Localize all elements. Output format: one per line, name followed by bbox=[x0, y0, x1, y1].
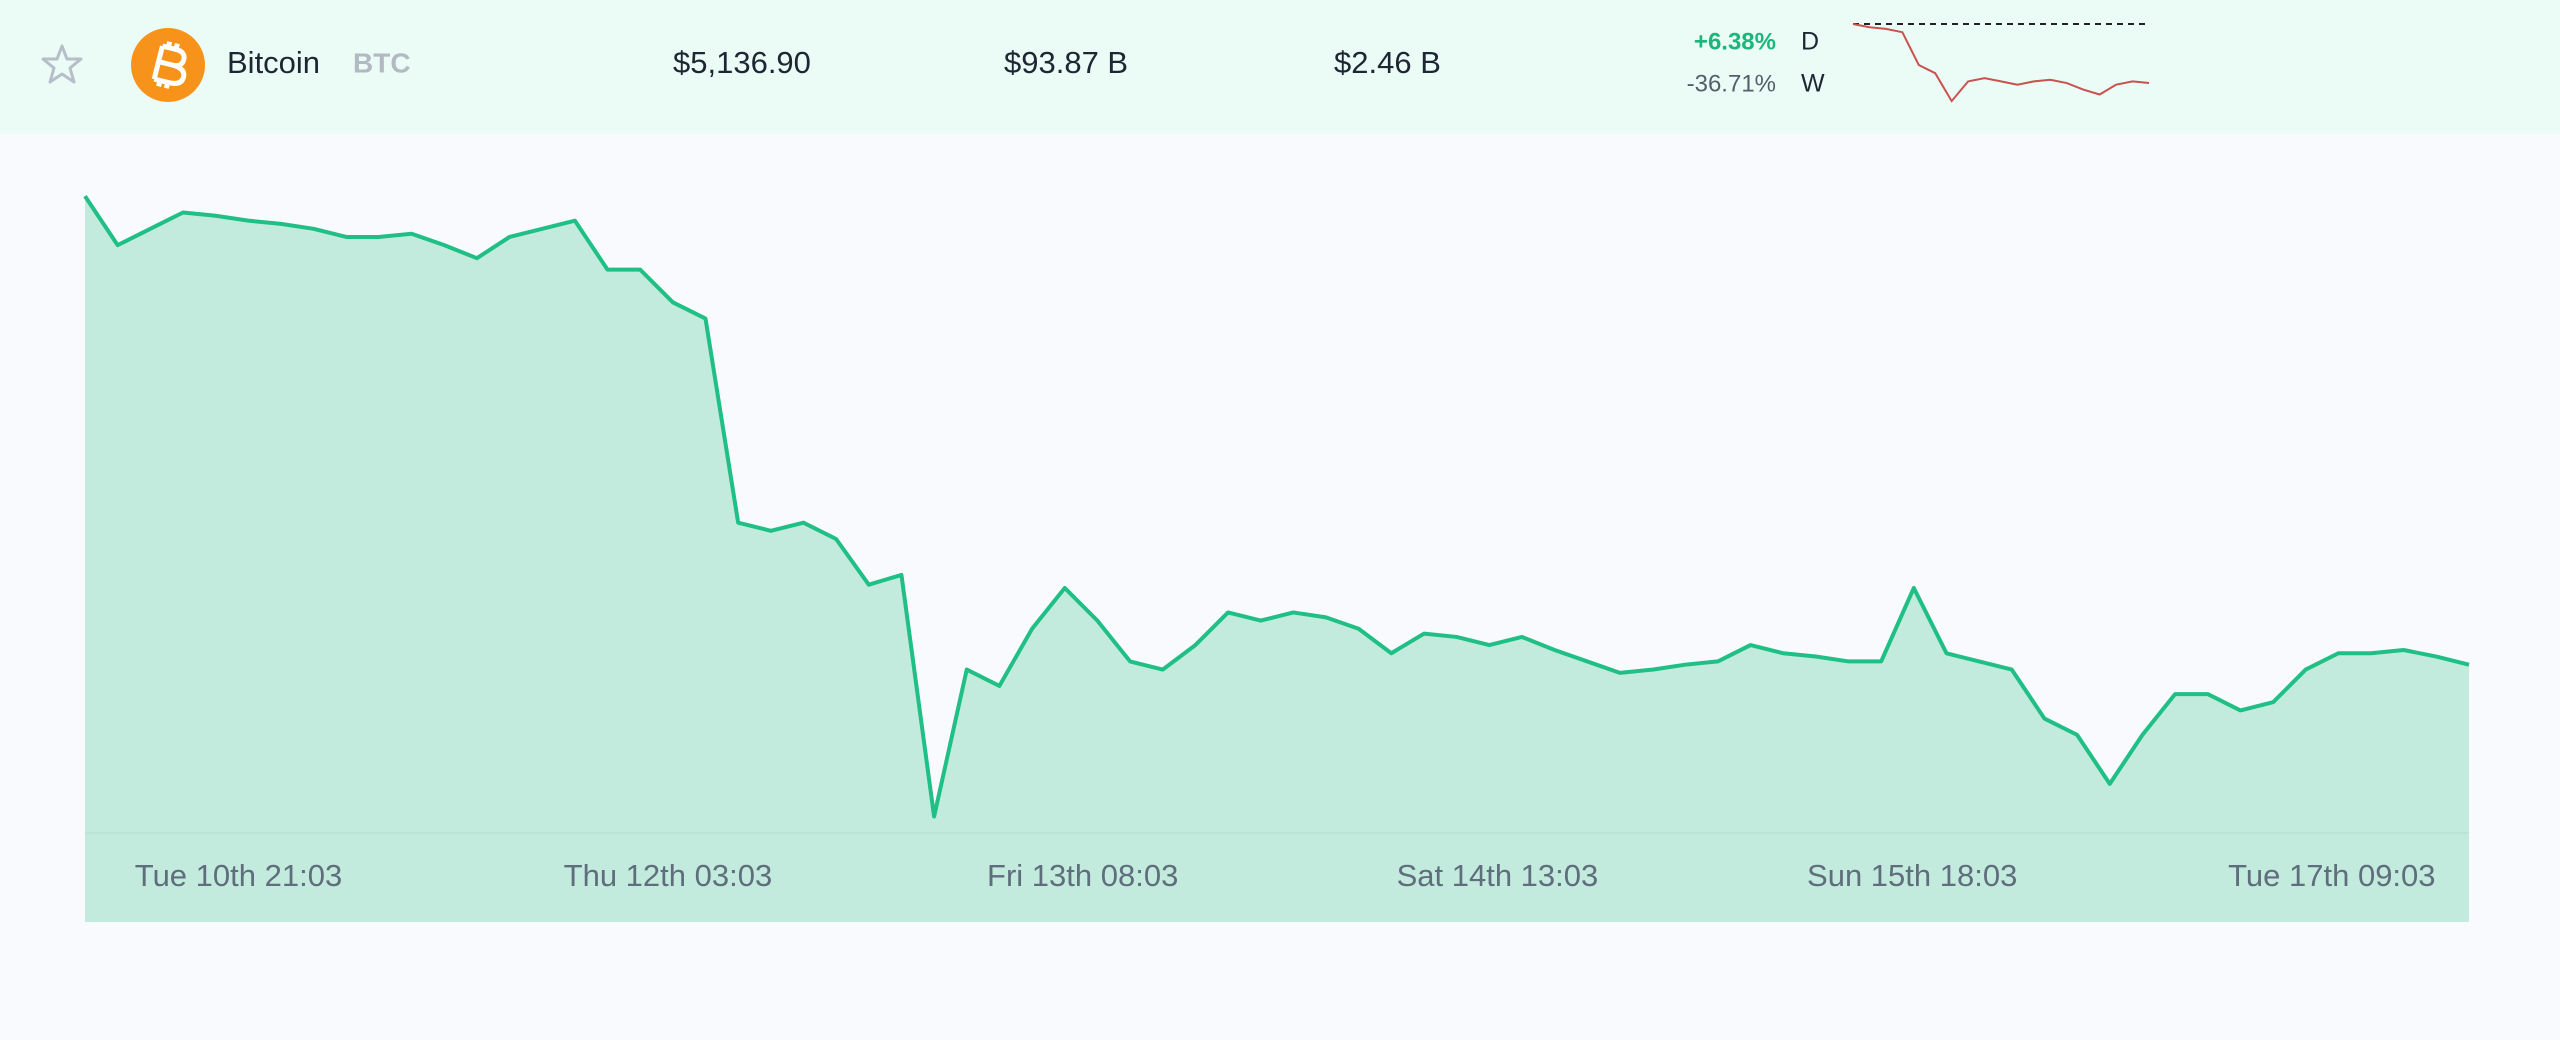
x-tick-label: Tue 10th 21:03 bbox=[135, 858, 342, 893]
x-tick-label: Thu 12th 03:03 bbox=[564, 858, 773, 893]
favorite-star[interactable] bbox=[41, 44, 83, 84]
price: $5,136.90 bbox=[673, 45, 811, 80]
volume: $2.46 B bbox=[1334, 45, 1441, 80]
axis-band bbox=[85, 833, 2469, 922]
row-background bbox=[0, 0, 2560, 134]
change-day: +6.38% bbox=[1694, 28, 1776, 55]
coin-glyph bbox=[151, 41, 187, 89]
x-tick-label: Tue 17th 09:03 bbox=[2228, 858, 2435, 893]
coin-name: Bitcoin bbox=[227, 45, 320, 80]
x-tick-label: Fri 13th 08:03 bbox=[987, 858, 1178, 893]
x-tick-label: Sun 15th 18:03 bbox=[1807, 858, 2017, 893]
sparkline bbox=[1852, 23, 2150, 103]
area-fill bbox=[85, 196, 2469, 834]
price-chart: Tue 10th 21:03 Thu 12th 03:03 Fri 13th 08:… bbox=[83, 195, 2470, 922]
day-label: D bbox=[1801, 28, 1819, 56]
x-tick-label: Sat 14th 13:03 bbox=[1397, 858, 1599, 893]
coin-symbol: BTC bbox=[353, 47, 411, 78]
sparkline-line bbox=[1852, 23, 2150, 103]
week-label: W bbox=[1801, 70, 1825, 98]
change-week: -36.71% bbox=[1687, 70, 1776, 97]
market-cap: $93.87 B bbox=[1004, 45, 1128, 80]
price-line bbox=[83, 195, 2470, 819]
